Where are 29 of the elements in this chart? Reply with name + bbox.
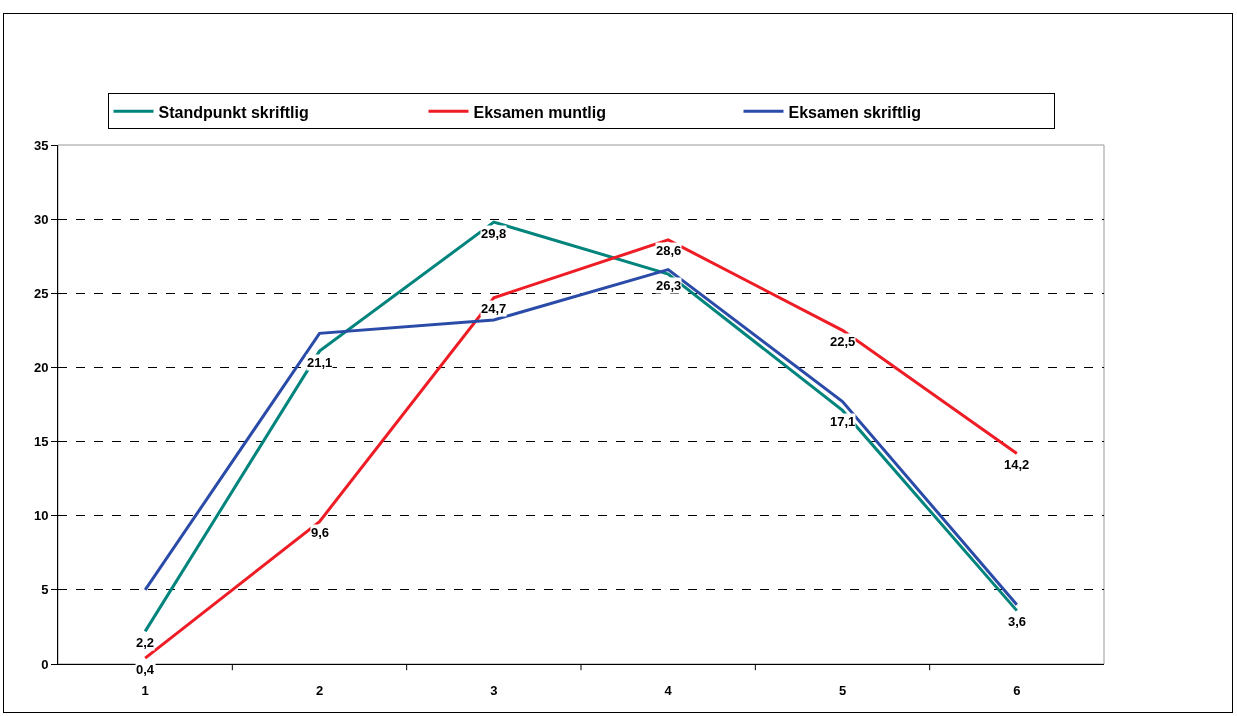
- y-tick-label: 35: [33, 137, 49, 153]
- data-label: 21,1: [307, 355, 333, 370]
- data-label: 24,7: [481, 301, 507, 316]
- y-tick-label: 25: [33, 285, 49, 301]
- y-tick-label: 20: [33, 359, 49, 375]
- data-label: 22,5: [830, 334, 856, 349]
- y-tick-label: 5: [41, 582, 49, 598]
- x-tick-label: 4: [664, 682, 673, 698]
- data-label: 14,2: [1004, 457, 1030, 472]
- y-tick-label: 0: [41, 656, 49, 672]
- x-tick-label: 5: [838, 682, 847, 698]
- y-tick-label: 15: [33, 434, 49, 450]
- data-label: 28,6: [656, 243, 682, 258]
- x-tick-label: 2: [315, 682, 324, 698]
- x-tick-label: 1: [141, 682, 149, 698]
- legend-label: Standpunkt skriftlig: [158, 103, 309, 121]
- data-label: 17,1: [830, 414, 856, 429]
- x-tick-label: 6: [1013, 682, 1021, 698]
- legend-label: Eksamen skriftlig: [788, 103, 921, 121]
- data-label: 3,6: [1008, 614, 1027, 629]
- y-tick-label: 10: [33, 508, 49, 524]
- data-label: 26,3: [656, 278, 682, 293]
- data-label: 9,6: [311, 525, 330, 540]
- data-label: 2,2: [136, 635, 155, 650]
- legend-label: Eksamen muntlig: [473, 103, 606, 121]
- data-label: 0,4: [136, 662, 155, 677]
- y-tick-label: 30: [33, 211, 49, 227]
- x-tick-label: 3: [490, 682, 498, 698]
- data-label: 29,8: [481, 226, 507, 241]
